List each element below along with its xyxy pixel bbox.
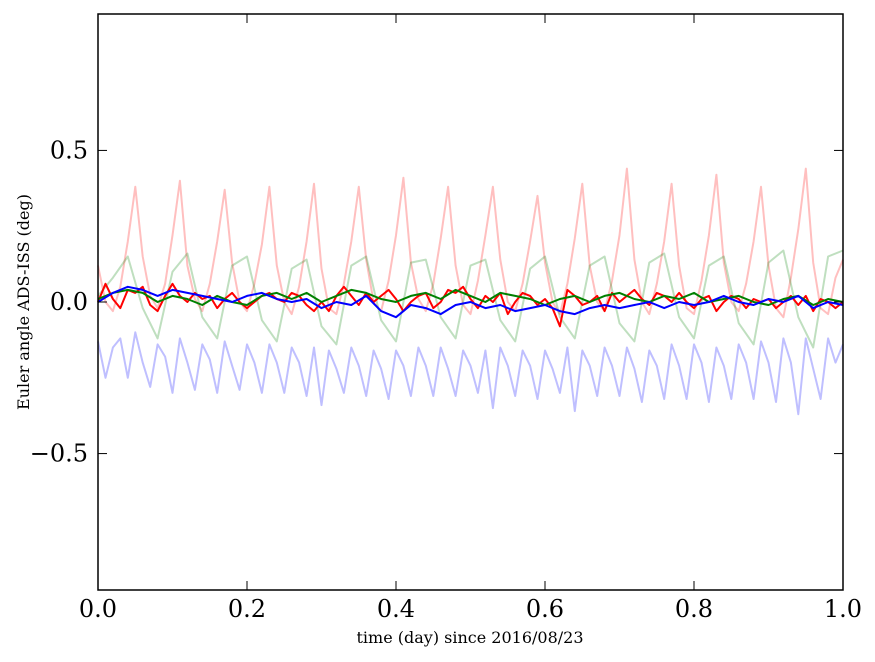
x-tick-label: 0.4 — [377, 595, 415, 623]
series-line-5 — [97, 285, 844, 319]
y-tick-label: −0.5 — [30, 440, 88, 468]
series-line-3 — [97, 282, 844, 328]
tick-layer: 0.0 0.2 0.4 0.6 0.8 1.0 −0.5 0.0 0.5 — [30, 14, 862, 623]
x-tick-label: 0.6 — [526, 595, 564, 623]
series-line-0 — [97, 167, 844, 319]
x-tick-label: 0.0 — [79, 595, 117, 623]
y-axis-label: Euler angle ADS-ISS (deg) — [14, 194, 33, 410]
series-layer — [97, 167, 844, 416]
x-axis-label: time (day) since 2016/08/23 — [356, 628, 583, 647]
x-tick-label: 0.8 — [675, 595, 713, 623]
series-line-1 — [97, 249, 844, 349]
y-tick-label: 0.5 — [50, 136, 88, 164]
series-line-2 — [97, 331, 844, 416]
series-line-4 — [97, 288, 844, 306]
x-tick-label: 1.0 — [824, 595, 862, 623]
x-tick-label: 0.2 — [228, 595, 266, 623]
y-tick-label: 0.0 — [50, 288, 88, 316]
